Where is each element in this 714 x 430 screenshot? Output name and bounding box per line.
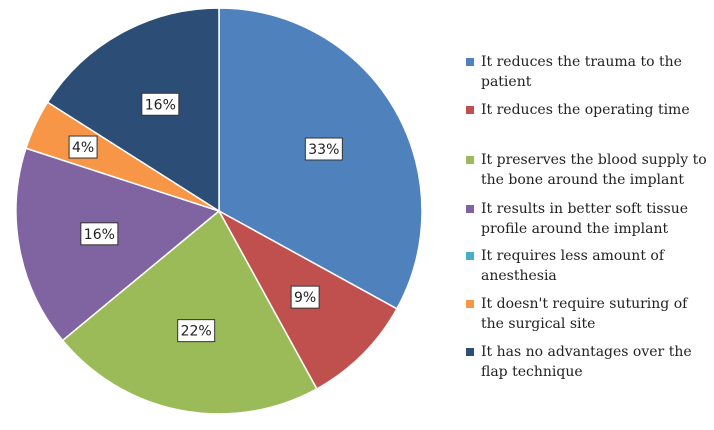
slice-value-label: 16% bbox=[80, 222, 119, 246]
legend-swatch bbox=[466, 252, 474, 260]
legend-item: It results in better soft tissue profile… bbox=[466, 199, 712, 239]
slice-value-label: 33% bbox=[304, 137, 343, 161]
slice-value-label: 4% bbox=[68, 135, 98, 159]
legend-swatch bbox=[466, 205, 474, 213]
legend-swatch bbox=[466, 106, 474, 114]
pie-slice bbox=[46, 7, 220, 213]
legend-swatch bbox=[466, 58, 474, 66]
legend-label: It requires less amount of anesthesia bbox=[481, 248, 665, 284]
legend-label: It has no advantages over the flap techn… bbox=[481, 344, 692, 380]
legend-label: It preserves the blood supply to the bon… bbox=[481, 152, 707, 188]
slice-value-text: 16% bbox=[145, 97, 176, 113]
pie-slice bbox=[61, 209, 318, 415]
legend-swatch bbox=[466, 156, 474, 164]
slice-value-text: 22% bbox=[181, 324, 212, 340]
legend-label: It reduces the operating time bbox=[481, 102, 690, 118]
slice-value-label: 22% bbox=[177, 319, 216, 343]
slice-value-text: 4% bbox=[72, 140, 94, 156]
legend-label: It doesn't require suturing of the surgi… bbox=[481, 296, 688, 332]
legend-swatch bbox=[466, 300, 474, 308]
slice-value-text: 16% bbox=[84, 227, 115, 243]
legend-item: It doesn't require suturing of the surgi… bbox=[466, 294, 712, 334]
legend-item: It reduces the trauma to the patient bbox=[466, 52, 712, 92]
slice-value-label: 16% bbox=[141, 92, 180, 116]
slice-value-text: 9% bbox=[294, 290, 316, 306]
legend-item: It reduces the operating time bbox=[466, 100, 712, 120]
slice-value-text: 33% bbox=[308, 142, 339, 158]
legend-item: It has no advantages over the flap techn… bbox=[466, 342, 712, 382]
legend-item: It preserves the blood supply to the bon… bbox=[466, 150, 712, 190]
legend-item: It requires less amount of anesthesia bbox=[466, 246, 712, 286]
legend-label: It reduces the trauma to the patient bbox=[481, 54, 682, 90]
legend-label: It results in better soft tissue profile… bbox=[481, 201, 689, 237]
slice-value-label: 9% bbox=[290, 285, 320, 309]
legend-swatch bbox=[466, 348, 474, 356]
